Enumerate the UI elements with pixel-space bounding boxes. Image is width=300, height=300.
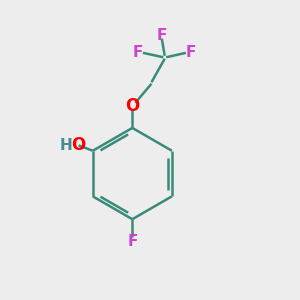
Text: O: O <box>125 97 140 115</box>
Text: F: F <box>132 45 143 60</box>
Text: F: F <box>127 234 137 249</box>
Text: H: H <box>59 138 72 153</box>
Text: F: F <box>157 28 167 43</box>
Text: F: F <box>186 45 196 60</box>
Text: O: O <box>72 136 86 154</box>
